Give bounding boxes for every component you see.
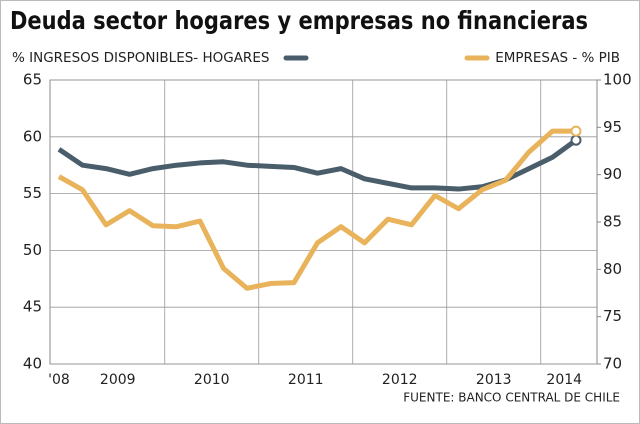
x-tick-label: 2012	[382, 372, 418, 388]
legend-label: EMPRESAS - % PIB	[495, 50, 620, 66]
x-tick-label: 2011	[288, 372, 324, 388]
x-tick-label: 2014	[546, 372, 582, 388]
source: FUENTE: BANCO CENTRAL DE CHILE	[403, 391, 620, 405]
end-marker	[570, 125, 582, 137]
y-tick-label: 40	[23, 355, 42, 373]
y2-tick-label: 100	[603, 71, 632, 89]
plot-area	[49, 79, 598, 365]
y-tick-label: 50	[23, 241, 42, 259]
y-tick-label: 55	[23, 184, 42, 202]
y2-tick-label: 75	[603, 307, 622, 325]
series-line	[57, 128, 576, 291]
end-marker	[570, 134, 582, 146]
y-tick-label: 65	[23, 71, 42, 89]
y-tick-label: 60	[23, 127, 42, 145]
y-tick-label: 45	[23, 298, 42, 316]
legend-label: % INGRESOS DISPONIBLES- HOGARES	[12, 50, 269, 66]
x-tick-label: 2013	[476, 372, 512, 388]
x-tick-label: 2010	[194, 372, 230, 388]
chart-title: Deuda sector hogares y empresas no finan…	[10, 6, 588, 35]
y2-tick-label: 70	[603, 355, 622, 373]
y2-tick-label: 80	[603, 260, 622, 278]
x-tick-label: 2009	[100, 372, 136, 388]
y2-tick-label: 95	[603, 118, 622, 136]
y2-tick-label: 85	[603, 213, 622, 231]
x-tick-label: '08	[48, 372, 70, 388]
y2-tick-label: 90	[603, 165, 622, 183]
